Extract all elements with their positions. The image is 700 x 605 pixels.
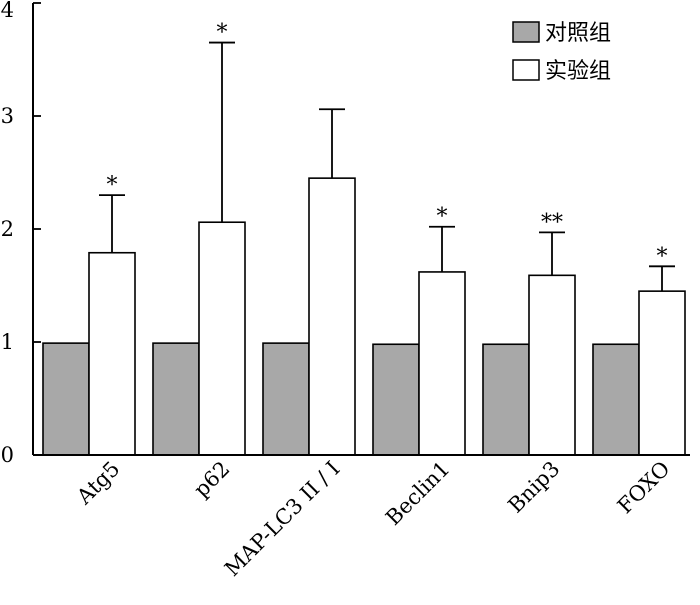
significance-marker: * xyxy=(217,21,228,46)
bar-control xyxy=(592,343,640,456)
significance-marker: * xyxy=(437,205,448,230)
bar-control xyxy=(152,342,200,456)
bar-experiment xyxy=(308,177,356,456)
y-tick-label: 4 xyxy=(1,0,14,22)
bar-experiment xyxy=(198,221,246,456)
bar-experiment xyxy=(638,290,686,456)
y-ticks: 0 1 2 3 4 xyxy=(1,0,41,467)
bar-experiment xyxy=(88,251,136,456)
bar-experiment xyxy=(418,271,466,456)
bars-layer: *** *** xyxy=(42,21,686,456)
significance-marker: * xyxy=(657,244,668,269)
y-tick-label: 0 xyxy=(1,443,14,467)
significance-marker: * xyxy=(107,173,118,198)
legend-swatch xyxy=(512,59,540,81)
legend-label: 实验组 xyxy=(545,59,611,84)
bar-control xyxy=(482,343,530,456)
y-tick-label: 3 xyxy=(1,104,14,128)
bar-control xyxy=(262,342,310,456)
bar-control xyxy=(372,343,420,456)
bar-control xyxy=(42,342,90,456)
category-label: Bnip3 xyxy=(503,457,564,518)
significance-marker: ** xyxy=(541,210,563,235)
legend-swatch xyxy=(512,21,540,43)
legend-label: 对照组 xyxy=(545,21,611,46)
y-tick-label: 1 xyxy=(1,330,14,354)
category-label: FOXO xyxy=(613,457,675,519)
category-label: MAP-LC3 II / I xyxy=(220,457,345,582)
category-label: Atg5 xyxy=(71,457,124,510)
bar-experiment xyxy=(528,274,576,456)
category-label: Beclin1 xyxy=(381,457,455,531)
y-tick-label: 2 xyxy=(1,217,14,241)
category-label: p62 xyxy=(189,457,234,502)
